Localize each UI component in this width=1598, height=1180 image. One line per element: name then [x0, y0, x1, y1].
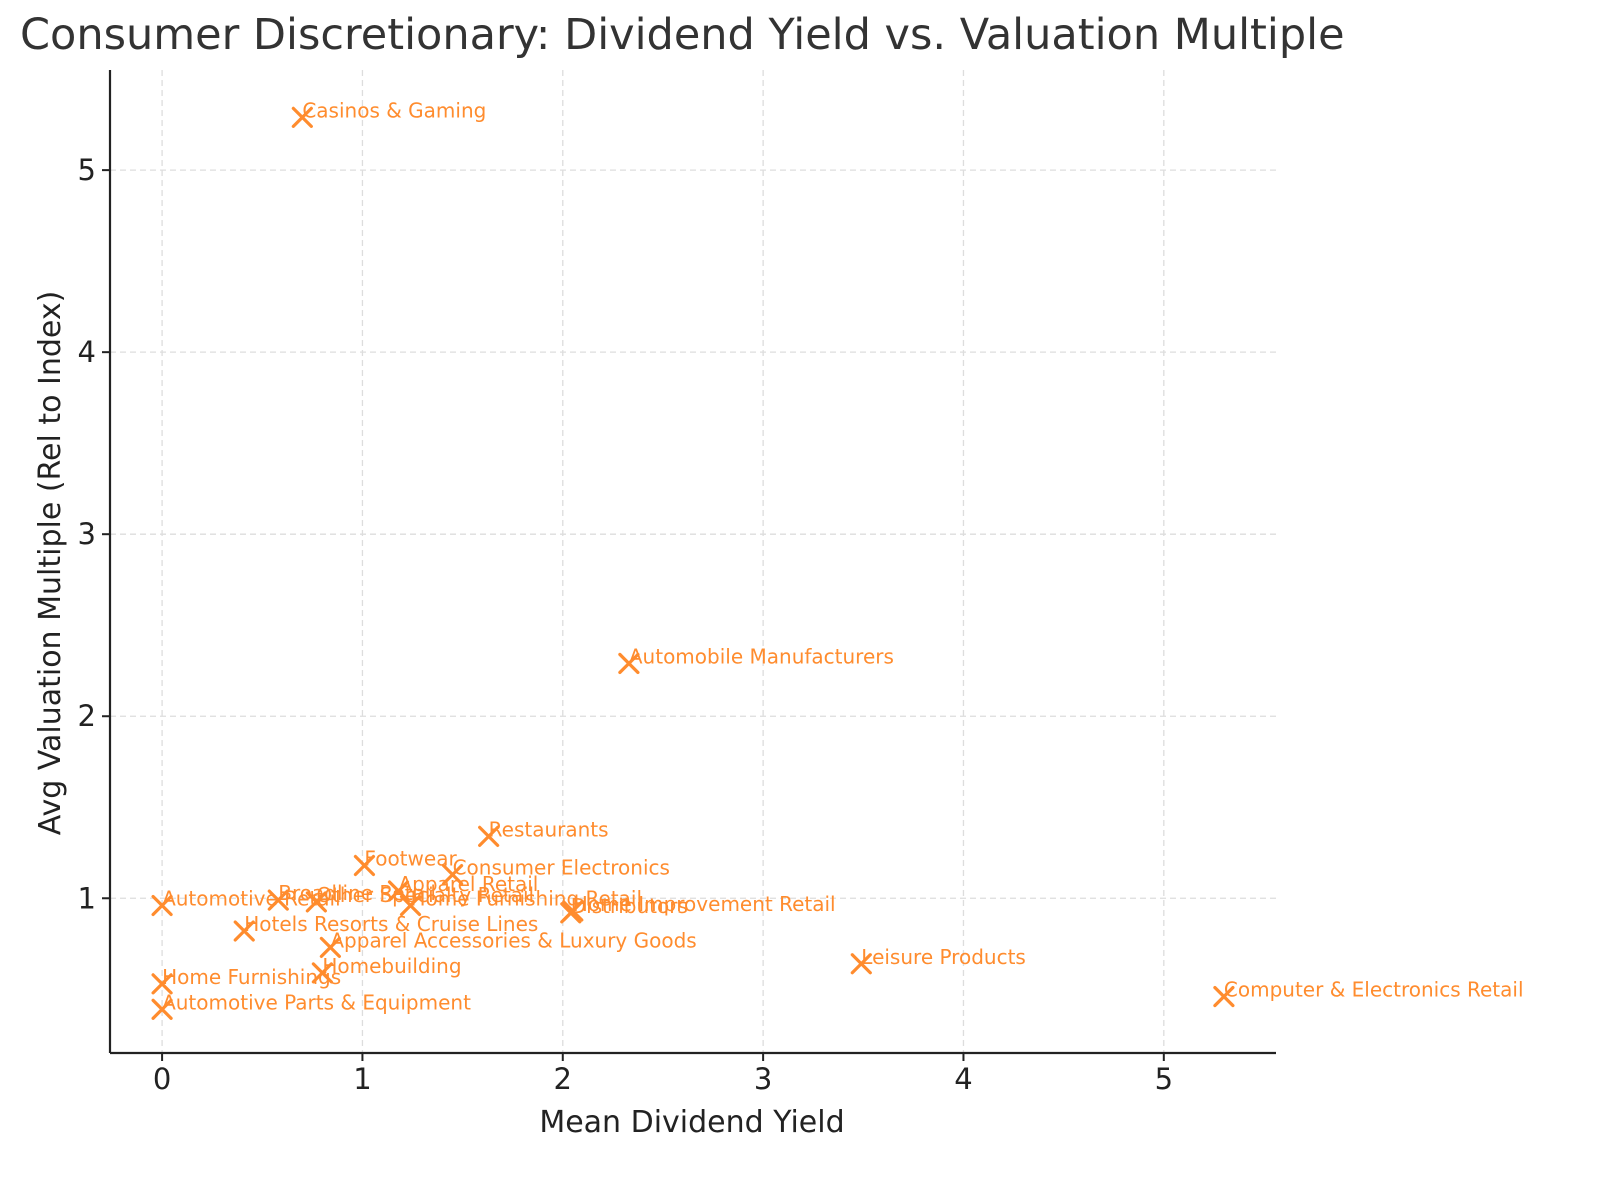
x-marker-stroke: [478, 825, 500, 847]
x-marker-stroke: [151, 998, 173, 1020]
x-marker-stroke: [305, 891, 327, 913]
data-point: [311, 962, 333, 984]
x-marker-stroke: [618, 652, 640, 675]
marks-layer: [151, 106, 1235, 1020]
x-marker-stroke: [353, 854, 376, 877]
y-tick-label: 3: [78, 517, 96, 551]
x-tick-label: 5: [1155, 1062, 1173, 1096]
point-label: Apparel Accessories & Luxury Goods: [330, 928, 696, 952]
point-label: Homebuilding: [322, 954, 461, 978]
data-point: [319, 936, 341, 959]
x-marker-stroke: [233, 920, 255, 942]
point-label: Footwear: [364, 847, 457, 871]
y-tick-label: 1: [78, 881, 96, 915]
x-tick-label: 2: [554, 1062, 572, 1096]
data-point: [560, 902, 582, 924]
data-point: [441, 864, 464, 886]
data-point: [291, 106, 313, 128]
y-tick-label: 5: [78, 153, 96, 187]
x-marker-stroke: [387, 880, 410, 902]
point-label: Computer & Electronics Retail: [1224, 978, 1524, 1002]
x-marker-stroke: [291, 106, 313, 128]
data-point: [850, 953, 872, 975]
x-tick-label: 1: [353, 1062, 371, 1096]
x-axis-label: Mean Dividend Yield: [539, 1105, 844, 1140]
x-marker-stroke: [441, 864, 464, 886]
y-axis-label: Avg Valuation Multiple (Rel to Index): [33, 291, 68, 836]
axes-layer: 0 1 2 3 4 5 1 2 3 4 5: [78, 70, 1276, 1096]
point-label: Automobile Manufacturers: [629, 644, 894, 668]
x-tick-label: 0: [153, 1062, 171, 1096]
data-point: [1213, 985, 1235, 1008]
data-point: [618, 652, 640, 675]
point-label: Restaurants: [489, 817, 609, 841]
chart-title: Consumer Discretionary: Dividend Yield v…: [20, 10, 1345, 60]
grid-layer: [110, 70, 1276, 1053]
point-label: Broadline Retail: [278, 881, 436, 905]
point-label: Home Furnishing Retail: [411, 887, 643, 911]
point-label: Other Specialty Retail: [316, 883, 534, 907]
x-tick-label: 4: [954, 1062, 972, 1096]
point-label: Leisure Products: [861, 945, 1026, 969]
x-marker-stroke: [151, 973, 173, 995]
x-tick-label: 3: [754, 1062, 772, 1096]
point-label: Hotels Resorts & Cruise Lines: [244, 912, 538, 936]
point-label: Automotive Retail: [162, 887, 341, 911]
data-point: [478, 825, 500, 847]
x-marker-stroke: [850, 953, 872, 975]
x-marker-stroke: [151, 894, 173, 917]
data-point: [353, 854, 376, 877]
point-label: Home Furnishings: [162, 965, 341, 989]
point-labels-layer: Casinos & Gaming Automobile Manufacturers…: [162, 98, 1523, 1014]
point-label: Automotive Parts & Equipment: [162, 990, 471, 1014]
data-point: [267, 889, 289, 911]
x-marker-stroke: [399, 894, 422, 917]
y-tick-label: 4: [78, 335, 96, 369]
point-label: Consumer Electronics: [453, 856, 670, 880]
point-label: Distributors: [571, 894, 688, 918]
data-point: [387, 880, 410, 902]
x-marker-stroke: [267, 889, 289, 911]
x-marker-stroke: [1213, 985, 1235, 1008]
data-point: [305, 891, 327, 913]
x-marker-stroke: [560, 902, 582, 924]
data-point: [399, 894, 422, 917]
x-marker-stroke: [311, 962, 333, 984]
point-label: Casinos & Gaming: [302, 98, 486, 122]
data-point: [151, 973, 173, 995]
y-tick-label: 2: [78, 699, 96, 733]
data-point: [151, 998, 173, 1020]
data-point: [233, 920, 255, 942]
point-label: Apparel Retail: [398, 872, 538, 896]
data-point: [151, 894, 173, 917]
x-marker-stroke: [319, 936, 341, 959]
point-label: Home Improvement Retail: [573, 892, 836, 916]
